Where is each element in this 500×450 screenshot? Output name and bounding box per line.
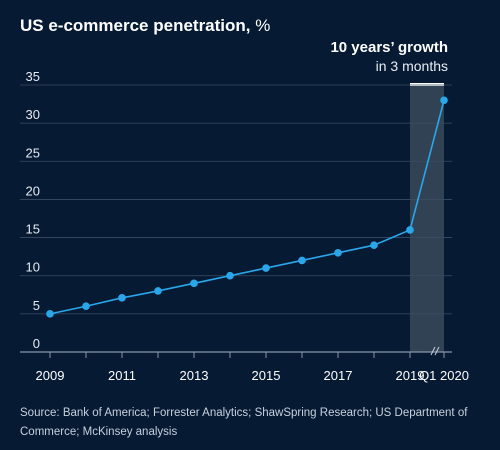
x-tick-label: 2009 bbox=[36, 368, 65, 383]
y-tick-label: 30 bbox=[26, 107, 40, 122]
axis-break-mark bbox=[434, 346, 440, 356]
data-point bbox=[298, 256, 306, 265]
line-chart: 0 5 10 15 20 25 30 35 2009 2011 2013 2015 2017 2019Q1… bbox=[20, 69, 469, 383]
x-tick-label: 2011 bbox=[108, 368, 136, 383]
chart-title-text: US e-commerce penetration, bbox=[20, 16, 251, 35]
data-point bbox=[262, 264, 270, 272]
x-tick-label: 2017 bbox=[324, 368, 353, 383]
axis-break-mark bbox=[430, 346, 436, 356]
y-tick-label: 10 bbox=[26, 260, 40, 275]
data-point bbox=[226, 271, 234, 280]
y-tick-label: 0 bbox=[33, 336, 40, 351]
data-point bbox=[334, 249, 342, 257]
data-point bbox=[118, 294, 126, 302]
x-tick-label: 2019 bbox=[396, 368, 425, 383]
callout-sub-text: in 3 months bbox=[375, 58, 448, 74]
data-point bbox=[370, 241, 378, 249]
callout-bar bbox=[410, 83, 444, 86]
data-point bbox=[406, 226, 414, 234]
source-note: Source: Bank of America; Forrester Analy… bbox=[20, 407, 468, 438]
data-point bbox=[46, 310, 54, 318]
series-line bbox=[49, 100, 445, 315]
highlight-band bbox=[410, 85, 444, 352]
chart-title-unit: % bbox=[255, 16, 271, 35]
y-tick-label: 15 bbox=[26, 222, 40, 237]
chart-title: US e-commerce penetration, % bbox=[20, 16, 270, 36]
data-point bbox=[82, 302, 90, 311]
growth-callout: 10 years’ growth in 3 months bbox=[330, 38, 448, 75]
x-tick-label: 2015 bbox=[252, 368, 281, 383]
y-tick-label: 5 bbox=[33, 298, 40, 313]
y-tick-label: 35 bbox=[26, 69, 40, 84]
y-tick-label: 20 bbox=[26, 183, 40, 198]
y-tick-label: 25 bbox=[26, 145, 40, 160]
x-tick-label: 2013 bbox=[180, 368, 209, 383]
data-point bbox=[154, 287, 162, 295]
data-point bbox=[190, 279, 198, 288]
x-tick-label: Q1 2020 bbox=[419, 368, 469, 383]
data-point bbox=[440, 96, 448, 105]
callout-main-text: 10 years’ growth bbox=[330, 39, 448, 56]
